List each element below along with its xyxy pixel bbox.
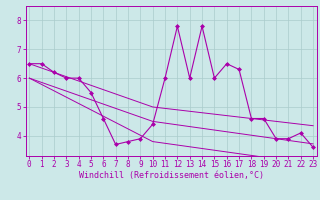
X-axis label: Windchill (Refroidissement éolien,°C): Windchill (Refroidissement éolien,°C) [79,171,264,180]
